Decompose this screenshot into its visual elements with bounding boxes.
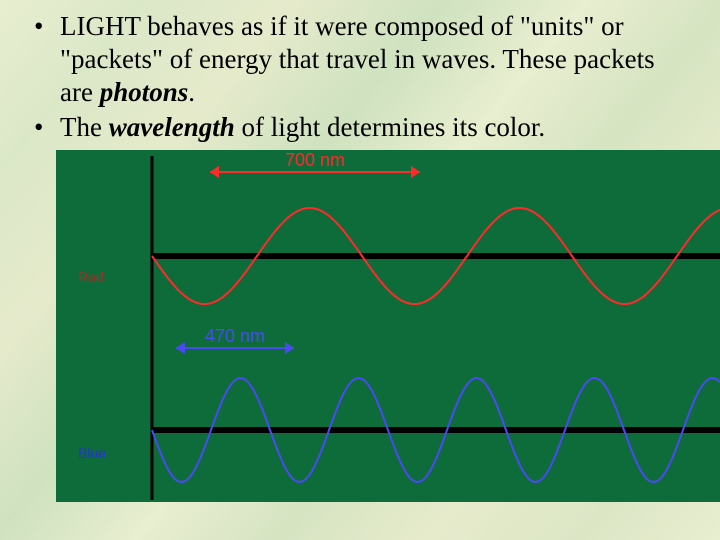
slide: LIGHT behaves as if it were composed of … <box>0 0 720 502</box>
bullet-text-em: photons <box>100 77 189 107</box>
red-wavelength-label: 700 nm <box>285 150 345 170</box>
red-label: Red <box>78 269 104 285</box>
blue-label: Blue <box>78 445 106 461</box>
wavelength-diagram-container: Red 700 nm Blue 470 nm <box>56 150 688 502</box>
bullet-item-photons: LIGHT behaves as if it were composed of … <box>32 10 688 109</box>
wavelength-diagram: Red 700 nm Blue 470 nm <box>56 150 720 502</box>
bullet-item-wavelength: The wavelength of light determines its c… <box>32 111 688 144</box>
bullet-text-suffix: of light determines its color. <box>235 112 545 142</box>
blue-wavelength-label: 470 nm <box>205 326 265 346</box>
bullet-text-em: wavelength <box>109 112 235 142</box>
bullet-list: LIGHT behaves as if it were composed of … <box>32 10 688 144</box>
bullet-text-prefix: The <box>60 112 109 142</box>
bullet-text-suffix: . <box>188 77 195 107</box>
